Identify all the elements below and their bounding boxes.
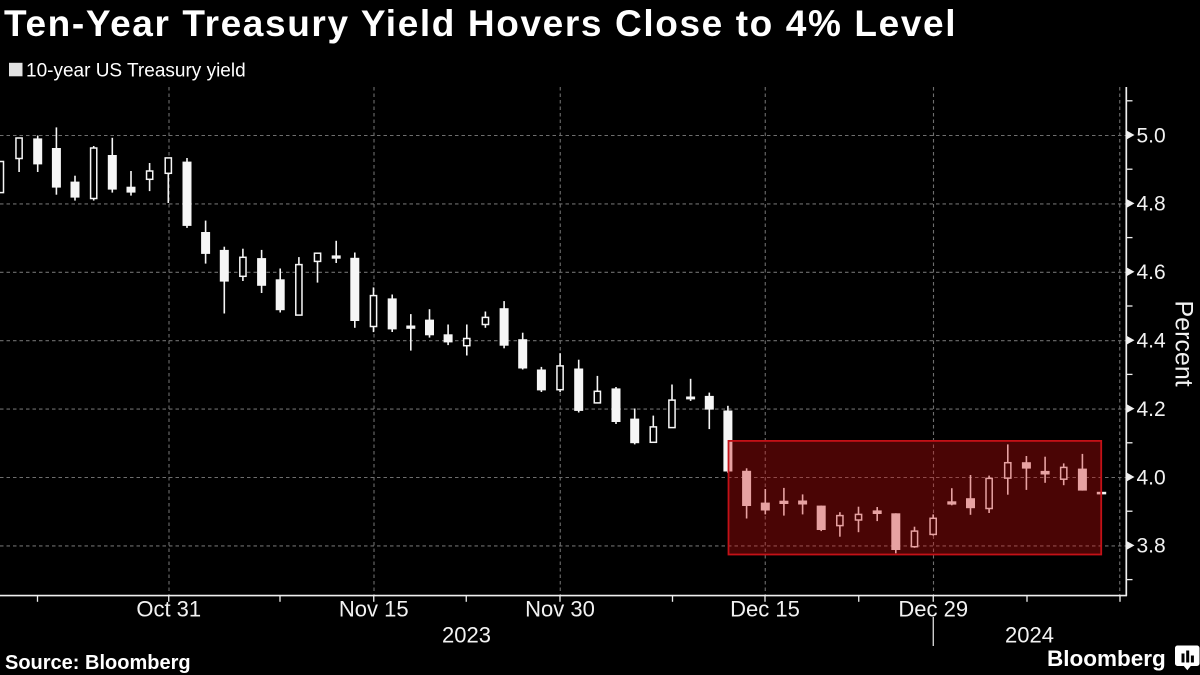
svg-text:Dec 15: Dec 15 [730, 597, 800, 622]
svg-text:4.2: 4.2 [1137, 398, 1166, 421]
svg-text:Nov 30: Nov 30 [525, 597, 595, 622]
svg-text:4.0: 4.0 [1137, 466, 1166, 489]
svg-text:2023: 2023 [442, 623, 491, 648]
svg-text:Oct 31: Oct 31 [136, 597, 201, 622]
svg-text:4.4: 4.4 [1137, 330, 1167, 353]
svg-text:Source: Bloomberg: Source: Bloomberg [5, 652, 191, 674]
svg-text:4.6: 4.6 [1137, 261, 1166, 284]
svg-text:Nov 15: Nov 15 [339, 597, 409, 622]
svg-text:10-year US Treasury yield: 10-year US Treasury yield [26, 61, 246, 82]
svg-text:5.0: 5.0 [1137, 124, 1166, 147]
svg-text:Percent: Percent [1170, 301, 1198, 387]
svg-text:Bloomberg: Bloomberg [1047, 646, 1166, 671]
svg-text:4.8: 4.8 [1137, 193, 1166, 216]
svg-text:2024: 2024 [1005, 623, 1054, 648]
svg-text:Ten-Year Treasury Yield Hovers: Ten-Year Treasury Yield Hovers Close to … [4, 3, 957, 44]
svg-text:3.8: 3.8 [1137, 535, 1166, 558]
